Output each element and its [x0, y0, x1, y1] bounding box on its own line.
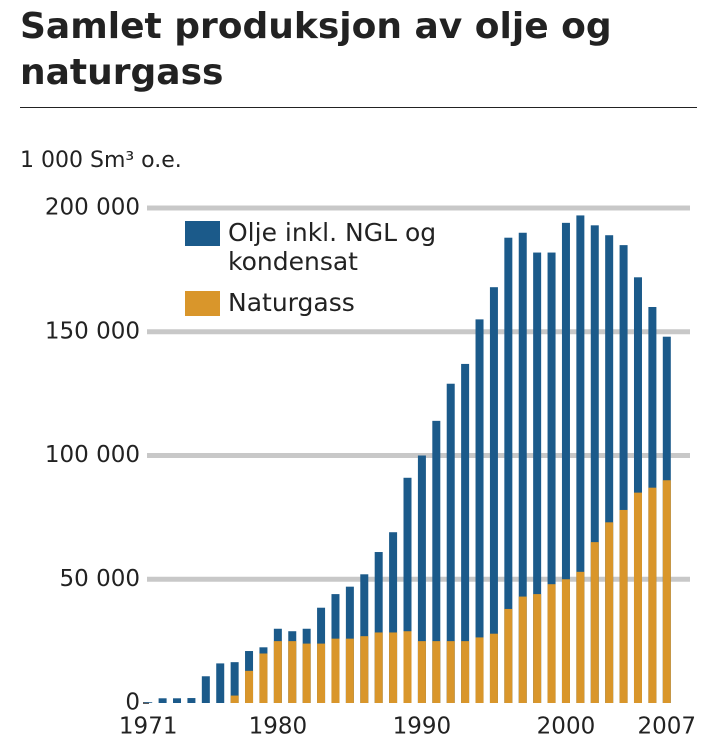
x-tick-label: 1971 [119, 714, 178, 740]
bar [403, 631, 412, 703]
bar [533, 252, 542, 704]
bar [317, 643, 326, 703]
x-tick-label: 1990 [393, 714, 452, 740]
legend-swatch [185, 221, 220, 246]
bar [576, 571, 585, 703]
y-tick-label: 150 000 [45, 318, 140, 344]
bar [619, 509, 628, 703]
chart-title: Samlet produksjon av olje og naturgass [20, 6, 612, 93]
bar [432, 420, 441, 703]
bar [633, 492, 642, 703]
bar [446, 641, 455, 703]
bar [648, 487, 657, 703]
bar [273, 641, 282, 703]
title-rule [20, 107, 697, 108]
bar [158, 698, 167, 703]
bar [345, 638, 354, 703]
bar [518, 232, 527, 703]
bar [187, 698, 196, 703]
legend-item: Naturgass [185, 288, 458, 317]
y-tick-label: 50 000 [60, 566, 140, 592]
bar [201, 676, 210, 703]
bar [144, 702, 153, 703]
bar [302, 643, 311, 703]
bar [461, 641, 470, 703]
bar [173, 698, 182, 703]
bar [489, 287, 498, 703]
bar [561, 579, 570, 703]
legend-swatch [185, 291, 220, 316]
bar [230, 695, 239, 703]
bar [475, 319, 484, 703]
x-tick-label: 2000 [537, 714, 596, 740]
bar [475, 637, 484, 703]
bar [389, 632, 398, 703]
bar [259, 653, 268, 703]
bar [417, 641, 426, 703]
legend-item: Olje inkl. NGL og kondensat [185, 218, 458, 276]
bar [605, 522, 614, 703]
bar [389, 532, 398, 703]
bar [662, 480, 671, 703]
bar [417, 455, 426, 703]
bar [489, 633, 498, 703]
x-tick-label: 2007 [638, 714, 697, 740]
bar [633, 277, 642, 703]
bar [576, 215, 585, 704]
x-tick-label: 1980 [249, 714, 308, 740]
legend-label: Olje inkl. NGL og kondensat [228, 218, 437, 276]
y-axis-label: 1 000 Sm³ o.e. [20, 148, 182, 173]
legend-label: Naturgass [228, 288, 355, 317]
bar [504, 608, 513, 703]
bar [561, 222, 570, 703]
bar [245, 670, 254, 703]
bar [331, 638, 340, 703]
y-tick-label: 0 [125, 690, 140, 716]
bar [619, 245, 628, 703]
bar [374, 632, 383, 703]
bar [547, 252, 556, 704]
bar [518, 596, 527, 703]
bar [533, 594, 542, 703]
bar [590, 225, 599, 703]
bar [461, 363, 470, 703]
y-tick-label: 100 000 [45, 442, 140, 468]
bar [504, 237, 513, 703]
bar [590, 542, 599, 703]
bar [547, 584, 556, 703]
bar [374, 552, 383, 703]
bar [288, 641, 297, 703]
bar [446, 383, 455, 703]
bar [605, 235, 614, 703]
bar [403, 477, 412, 703]
bar [360, 636, 369, 703]
bar [432, 641, 441, 703]
bar [230, 662, 239, 703]
bar [216, 663, 225, 703]
y-tick-label: 200 000 [45, 195, 140, 221]
